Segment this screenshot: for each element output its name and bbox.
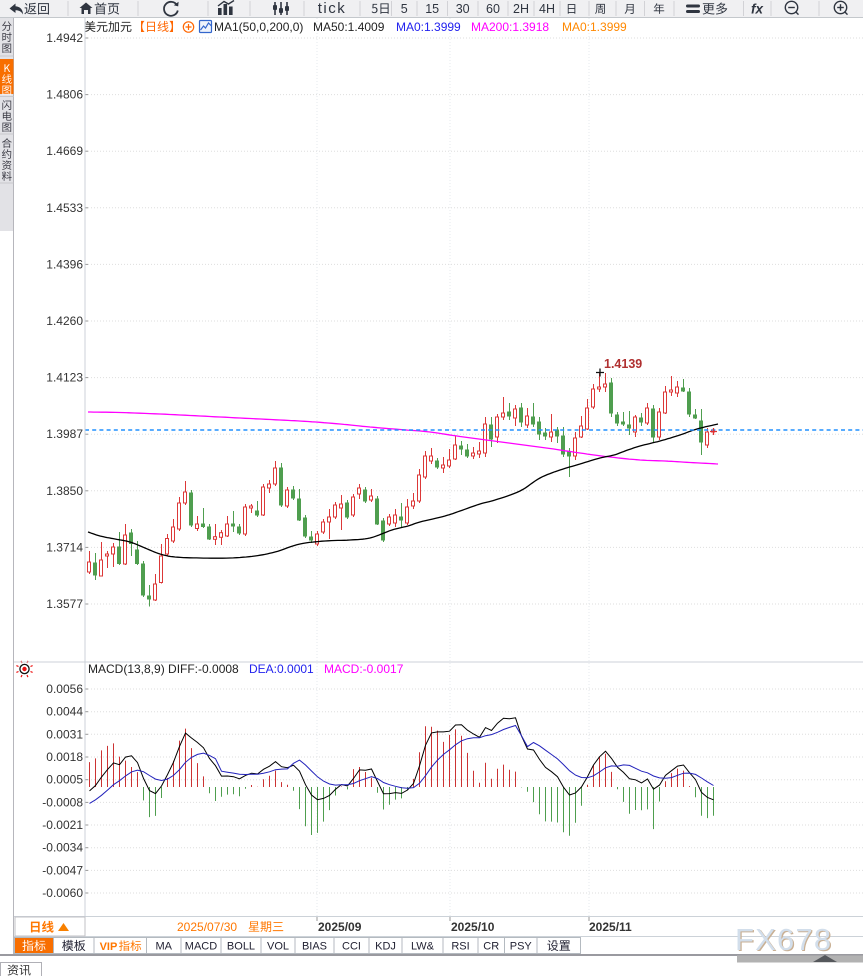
svg-text:VIP: VIP (100, 941, 118, 953)
svg-text:4H: 4H (539, 2, 555, 16)
svg-text:MACD: MACD (185, 941, 217, 953)
svg-text:2025/10: 2025/10 (451, 920, 495, 934)
svg-text:CCI: CCI (342, 941, 361, 953)
svg-text:MA0:1.3999: MA0:1.3999 (396, 20, 461, 34)
svg-text:30: 30 (456, 2, 470, 16)
svg-text:60: 60 (486, 2, 500, 16)
svg-text:KDJ: KDJ (375, 941, 396, 953)
svg-text:5: 5 (401, 2, 408, 16)
svg-text:MA200:1.3918: MA200:1.3918 (471, 20, 549, 34)
svg-text:1.4260: 1.4260 (46, 314, 83, 328)
svg-text:1.3987: 1.3987 (46, 427, 83, 441)
svg-text:MA1(50,0,200,0): MA1(50,0,200,0) (214, 20, 303, 34)
svg-text:MA: MA (156, 941, 173, 953)
svg-text:2H: 2H (513, 2, 529, 16)
svg-text:BOLL: BOLL (227, 941, 255, 953)
svg-text:1.4396: 1.4396 (46, 257, 83, 271)
svg-text:1.3714: 1.3714 (46, 540, 83, 554)
svg-text:MACD:-0.0017: MACD:-0.0017 (324, 662, 404, 676)
svg-text:CR: CR (483, 941, 499, 953)
svg-text:DEA:0.0001: DEA:0.0001 (249, 662, 314, 676)
svg-text:-0.0034: -0.0034 (42, 841, 83, 855)
svg-text:2025/09: 2025/09 (318, 920, 362, 934)
svg-text:1.3850: 1.3850 (46, 484, 83, 498)
svg-text:MA0:1.3999: MA0:1.3999 (562, 20, 627, 34)
svg-text:1.4669: 1.4669 (46, 144, 83, 158)
svg-text:1.4806: 1.4806 (46, 88, 83, 102)
svg-text:0.0056: 0.0056 (46, 682, 83, 696)
svg-text:-0.0008: -0.0008 (42, 795, 83, 809)
svg-text:0.0044: 0.0044 (46, 705, 83, 719)
svg-text:15: 15 (425, 2, 439, 16)
svg-text:2025/07/30: 2025/07/30 (177, 920, 237, 934)
svg-text:-0.0060: -0.0060 (42, 886, 83, 900)
svg-text:fx: fx (751, 2, 763, 17)
svg-text:tick: tick (318, 0, 347, 17)
svg-text:MA50:1.4009: MA50:1.4009 (313, 20, 385, 34)
svg-text:1.4533: 1.4533 (46, 201, 83, 215)
svg-text:1.4942: 1.4942 (46, 31, 83, 45)
svg-text:MACD(13,8,9) DIFF:-0.0008: MACD(13,8,9) DIFF:-0.0008 (88, 662, 239, 676)
svg-text:FX678: FX678 (735, 922, 832, 957)
svg-text:FX678: FX678 (736, 923, 833, 958)
svg-text:VOL: VOL (267, 941, 289, 953)
svg-text:RSI: RSI (451, 941, 469, 953)
svg-text:PSY: PSY (510, 941, 533, 953)
svg-text:LW&: LW& (411, 941, 435, 953)
svg-text:2025/11: 2025/11 (589, 920, 632, 934)
svg-text:1.4139: 1.4139 (604, 357, 642, 371)
svg-text:1.4123: 1.4123 (46, 371, 83, 385)
svg-text:-0.0047: -0.0047 (42, 863, 83, 877)
svg-text:-0.0021: -0.0021 (42, 818, 83, 832)
svg-text:1.3577: 1.3577 (46, 597, 83, 611)
svg-text:0.0005: 0.0005 (46, 773, 83, 787)
svg-text:BIAS: BIAS (302, 941, 327, 953)
svg-text:0.0018: 0.0018 (46, 750, 83, 764)
svg-text:0.0031: 0.0031 (46, 727, 83, 741)
